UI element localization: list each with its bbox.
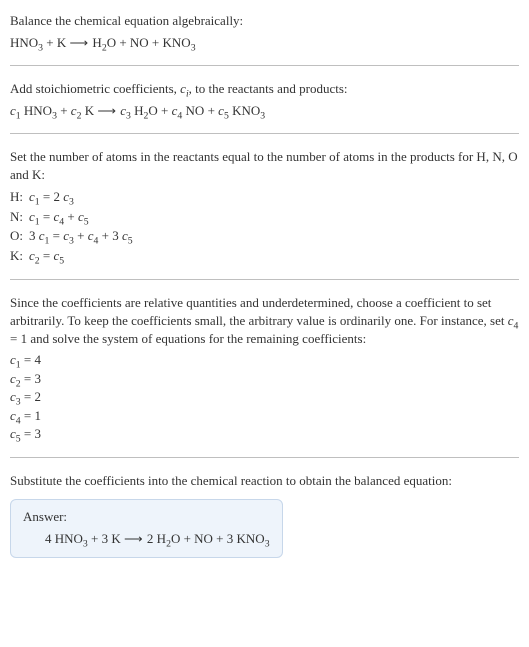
atom-eq: c2 = c5 (29, 246, 139, 266)
list-item: c5 = 3 (10, 425, 519, 443)
eq-text: + K (43, 35, 69, 50)
list-item: c2 = 3 (10, 370, 519, 388)
table-row: O: 3 c1 = c3 + c4 + 3 c5 (10, 226, 139, 246)
separator (10, 65, 519, 66)
answer-equation: 4 HNO3 + 3 K ⟶ 2 H2O + NO + 3 KNO3 (23, 530, 270, 548)
list-item: c3 = 2 (10, 388, 519, 406)
eq-text: KNO (229, 103, 260, 118)
stoich-text: Add stoichiometric coefficients, ci, to … (10, 80, 519, 98)
separator (10, 279, 519, 280)
table-row: H: c1 = 2 c3 (10, 187, 139, 207)
eq-sub: 3 (191, 42, 196, 53)
eq-text: HNO (21, 103, 52, 118)
substitute-text: Substitute the coefficients into the che… (10, 472, 519, 490)
atom-eq: c1 = 2 c3 (29, 187, 139, 207)
eq-text: O + (148, 103, 171, 118)
val: = 3 (21, 371, 41, 386)
text: + (74, 228, 88, 243)
arrow-icon: ⟶ (124, 531, 144, 546)
intro-text: Balance the chemical equation algebraica… (10, 12, 519, 30)
eq-text: O + NO + KNO (107, 35, 191, 50)
list-item: c1 = 4 (10, 351, 519, 369)
text: = 1 and solve the system of equations fo… (10, 331, 366, 346)
atom-label: O: (10, 226, 29, 246)
atom-eq: 3 c1 = c3 + c4 + 3 c5 (29, 226, 139, 246)
text: = (40, 209, 54, 224)
text: + (64, 209, 78, 224)
arrow-icon: ⟶ (70, 35, 90, 50)
answer-box: Answer: 4 HNO3 + 3 K ⟶ 2 H2O + NO + 3 KN… (10, 499, 283, 558)
choose-text: Since the coefficients are relative quan… (10, 294, 519, 347)
atom-label: H: (10, 187, 29, 207)
text: , to the reactants and products: (189, 81, 348, 96)
var-sub: 4 (514, 321, 519, 332)
text: = (40, 248, 54, 263)
eq-text: K (81, 103, 97, 118)
stoich-equation: c1 HNO3 + c2 K ⟶ c3 H2O + c4 NO + c5 KNO… (10, 102, 519, 120)
text: + 3 (98, 228, 122, 243)
arrow-icon: ⟶ (97, 103, 117, 118)
text: = (49, 228, 63, 243)
eq-text: H (131, 103, 144, 118)
atom-label: K: (10, 246, 29, 266)
table-row: K: c2 = c5 (10, 246, 139, 266)
text: = 2 (40, 189, 64, 204)
atoms-lead: Set the number of atoms in the reactants… (10, 148, 519, 183)
coefficient-list: c1 = 4 c2 = 3 c3 = 2 c4 = 1 c5 = 3 (10, 351, 519, 443)
var-sub: 5 (128, 236, 133, 247)
table-row: N: c1 = c4 + c5 (10, 207, 139, 227)
separator (10, 133, 519, 134)
intro-equation: HNO3 + K ⟶ H2O + NO + KNO3 (10, 34, 519, 52)
separator (10, 457, 519, 458)
val: = 4 (21, 352, 41, 367)
var-sub: 5 (84, 216, 89, 227)
val: = 1 (21, 408, 41, 423)
eq-text: HNO (10, 35, 38, 50)
atom-eq: c1 = c4 + c5 (29, 207, 139, 227)
text: Since the coefficients are relative quan… (10, 295, 508, 328)
eq-text: 2 H (144, 531, 166, 546)
text: Add stoichiometric coefficients, (10, 81, 180, 96)
text: 3 (29, 228, 39, 243)
atom-label: N: (10, 207, 29, 227)
eq-text: H (89, 35, 102, 50)
list-item: c4 = 1 (10, 407, 519, 425)
atoms-table: H: c1 = 2 c3 N: c1 = c4 + c5 O: 3 c1 = c… (10, 187, 139, 265)
var-sub: 5 (59, 256, 64, 267)
answer-title: Answer: (23, 508, 270, 526)
eq-text: + 3 K (88, 531, 124, 546)
var-sub: 3 (69, 197, 74, 208)
eq-text: 4 HNO (45, 531, 83, 546)
eq-text: NO + (182, 103, 218, 118)
val: = 2 (21, 389, 41, 404)
val: = 3 (21, 426, 41, 441)
eq-sub: 3 (265, 539, 270, 550)
eq-text: O + NO + 3 KNO (171, 531, 265, 546)
eq-sub: 3 (260, 110, 265, 121)
eq-text: + (57, 103, 71, 118)
